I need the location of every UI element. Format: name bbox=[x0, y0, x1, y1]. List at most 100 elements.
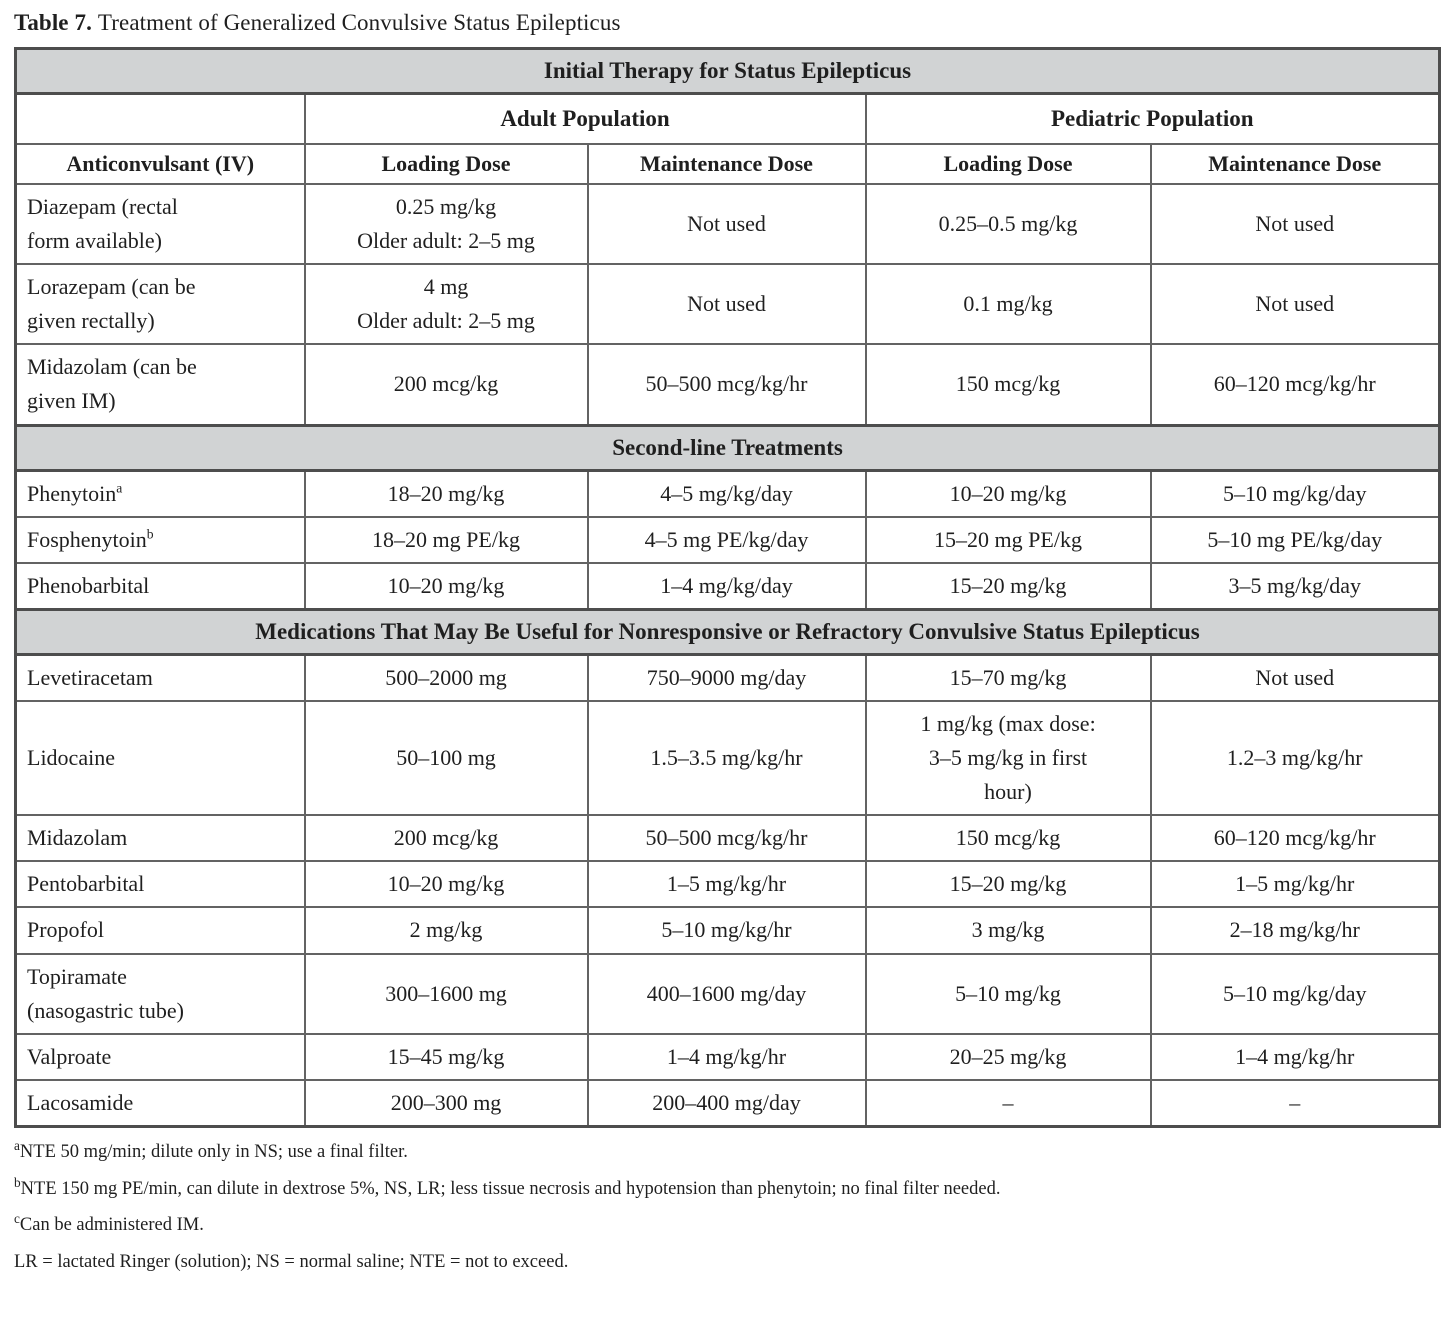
dose-cell: 1.2–3 mg/kg/hr bbox=[1149, 699, 1441, 817]
dose-cell: 2 mg/kg bbox=[303, 906, 589, 955]
dose-cell: 400–1600 mg/day bbox=[586, 952, 867, 1035]
dose-cell: 20–25 mg/kg bbox=[864, 1032, 1152, 1081]
dose-cell: 150 mcg/kg bbox=[864, 343, 1152, 427]
drug-name-line: Midazolam bbox=[27, 821, 298, 855]
column-header-adult-maintenance: Maintenance Dose bbox=[586, 143, 867, 185]
table-caption: Table 7. Treatment of Generalized Convuls… bbox=[14, 10, 1438, 36]
dose-line: Not used bbox=[1255, 664, 1335, 690]
dose-cell: 15–20 mg/kg bbox=[864, 561, 1152, 611]
dose-cell: – bbox=[1149, 1078, 1441, 1128]
drug-name-text: Midazolam (can be bbox=[27, 354, 197, 380]
dose-cell: 200 mcg/kg bbox=[303, 343, 589, 427]
drug-name-line: Pentobarbital bbox=[27, 867, 298, 901]
table-row: Valproate 15–45 mg/kg 1–4 mg/kg/hr 20–25 mg… bbox=[14, 1032, 1441, 1081]
dose-line: 15–20 mg/kg bbox=[949, 572, 1067, 598]
footnote-marker: a bbox=[116, 480, 123, 496]
footnote-text: NTE 50 mg/min; dilute only in NS; use a … bbox=[19, 1141, 408, 1162]
section-header-row-initial-therapy: Initial Therapy for Status Epilepticus bbox=[14, 47, 1441, 95]
drug-name-cell: Pentobarbital bbox=[14, 860, 306, 909]
dose-line: 20–25 mg/kg bbox=[949, 1043, 1067, 1069]
dose-cell: 18–20 mg/kg bbox=[303, 469, 589, 518]
dose-line: 10–20 mg/kg bbox=[387, 871, 505, 897]
dose-cell: 50–100 mg bbox=[303, 699, 589, 817]
drug-name-line: given rectally) bbox=[27, 304, 298, 338]
dose-cell: 5–10 mg/kg bbox=[864, 952, 1152, 1035]
dose-line: 750–9000 mg/day bbox=[646, 664, 807, 690]
drug-name-line: form available) bbox=[27, 224, 298, 258]
dose-line: 1–4 mg/kg/hr bbox=[666, 1043, 787, 1069]
dose-line: 1 mg/kg (max dose: bbox=[920, 710, 1096, 736]
dose-line: 5–10 mg/kg/day bbox=[1222, 480, 1367, 506]
footnote: aNTE 50 mg/min; dilute only in NS; use a… bbox=[14, 1137, 1438, 1163]
dose-line: 1–4 mg/kg/day bbox=[660, 572, 793, 598]
dose-line: 2 mg/kg bbox=[409, 917, 483, 943]
footnote: cCan be administered IM. bbox=[14, 1212, 1438, 1236]
drug-name-text: Levetiracetam bbox=[27, 664, 153, 690]
footnote-text: LR = lactated Ringer (solution); NS = no… bbox=[14, 1251, 569, 1272]
dose-cell: Not used bbox=[1149, 263, 1441, 346]
drug-name-text: (nasogastric tube) bbox=[27, 997, 184, 1023]
dose-line: 50–500 mcg/kg/hr bbox=[645, 825, 808, 851]
dose-cell: 1 mg/kg (max dose: 3–5 mg/kg in first hour… bbox=[864, 699, 1152, 817]
dose-cell: 15–45 mg/kg bbox=[303, 1032, 589, 1081]
dose-line: 0.25 mg/kg bbox=[395, 194, 497, 219]
drug-name-line: Phenobarbital bbox=[27, 569, 298, 603]
drug-name-text: Lacosamide bbox=[27, 1089, 134, 1115]
drug-name-text: Lorazepam (can be bbox=[27, 274, 196, 300]
dose-line: 5–10 mg/kg bbox=[955, 980, 1061, 1006]
dose-line: 1–5 mg/kg/hr bbox=[1235, 871, 1355, 897]
dose-cell: 5–10 mg/kg/day bbox=[1149, 952, 1441, 1035]
drug-name-text: given rectally) bbox=[27, 308, 155, 334]
dose-cell: 0.1 mg/kg bbox=[864, 263, 1152, 346]
footnote-marker: b bbox=[14, 1174, 21, 1190]
dose-cell: 4 mg Older adult: 2–5 mg bbox=[303, 263, 589, 346]
dose-line: 15–70 mg/kg bbox=[949, 664, 1067, 690]
drug-name-cell: Midazolam (can be given IM) bbox=[14, 343, 306, 427]
dose-cell: 1.5–3.5 mg/kg/hr bbox=[586, 699, 867, 817]
drug-name-line: Propofol bbox=[27, 913, 298, 947]
dose-cell: 10–20 mg/kg bbox=[864, 469, 1152, 518]
dose-cell: 1–5 mg/kg/hr bbox=[586, 860, 867, 909]
dose-line: 15–20 mg/kg bbox=[949, 871, 1067, 897]
drug-name-cell: Phenytoina bbox=[14, 469, 306, 518]
drug-name-cell: Phenobarbital bbox=[14, 561, 306, 611]
drug-name-cell: Midazolam bbox=[14, 814, 306, 863]
dose-line: 60–120 mcg/kg/hr bbox=[1213, 371, 1376, 397]
dose-line: 50–100 mg bbox=[396, 745, 496, 771]
footnote-marker: a bbox=[14, 1137, 20, 1153]
drug-name-cell: Lidocaine bbox=[14, 699, 306, 817]
dose-cell: – bbox=[864, 1078, 1152, 1128]
drug-name-line: (nasogastric tube) bbox=[27, 994, 298, 1028]
drug-name-line: Levetiracetam bbox=[27, 661, 298, 695]
dose-line: 0.25–0.5 mg/kg bbox=[938, 211, 1078, 237]
dose-line: 4–5 mg/kg/day bbox=[660, 480, 793, 506]
dose-cell: 150 mcg/kg bbox=[864, 814, 1152, 863]
dose-line: 5–10 mg PE/kg/day bbox=[1207, 526, 1383, 552]
dose-line: 500–2000 mg bbox=[385, 664, 507, 690]
dose-cell: 2–18 mg/kg/hr bbox=[1149, 906, 1441, 955]
dose-line: 200 mcg/kg bbox=[393, 371, 499, 397]
page: Table 7. Treatment of Generalized Convuls… bbox=[14, 10, 1442, 1272]
drug-name-line: Midazolam (can be bbox=[27, 350, 298, 384]
column-header-anticonvulsant: Anticonvulsant (IV) bbox=[14, 143, 306, 185]
dose-cell: 4–5 mg/kg/day bbox=[586, 469, 867, 518]
dose-line: 200–400 mg/day bbox=[652, 1089, 801, 1115]
dose-line: 200 mcg/kg bbox=[393, 825, 499, 851]
section-header-initial-therapy: Initial Therapy for Status Epilepticus bbox=[14, 47, 1441, 95]
dose-line: 1.5–3.5 mg/kg/hr bbox=[650, 745, 803, 771]
drug-name-line: Lacosamide bbox=[27, 1086, 298, 1120]
footnote: bNTE 150 mg PE/min, can dilute in dextro… bbox=[14, 1175, 1438, 1200]
dose-cell: 1–4 mg/kg/hr bbox=[586, 1032, 867, 1081]
dose-line: 15–45 mg/kg bbox=[387, 1043, 505, 1069]
dose-cell: Not used bbox=[586, 263, 867, 346]
dose-cell: 15–20 mg/kg bbox=[864, 860, 1152, 909]
drug-name-text: Propofol bbox=[27, 917, 104, 943]
table-row: Propofol 2 mg/kg 5–10 mg/kg/hr 3 mg/kg 2–18 … bbox=[14, 906, 1441, 955]
dose-line: 15–20 mg PE/kg bbox=[934, 526, 1082, 552]
table-caption-text: Treatment of Generalized Convulsive Stat… bbox=[97, 10, 621, 35]
population-header-row: Adult Population Pediatric Population bbox=[14, 92, 1441, 145]
dose-line: – bbox=[1002, 1089, 1014, 1115]
drug-name-text: Fosphenytoin bbox=[27, 526, 147, 552]
drug-name-text: Topiramate bbox=[27, 963, 127, 989]
table-row: Lacosamide 200–300 mg 200–400 mg/day – – bbox=[14, 1078, 1441, 1128]
